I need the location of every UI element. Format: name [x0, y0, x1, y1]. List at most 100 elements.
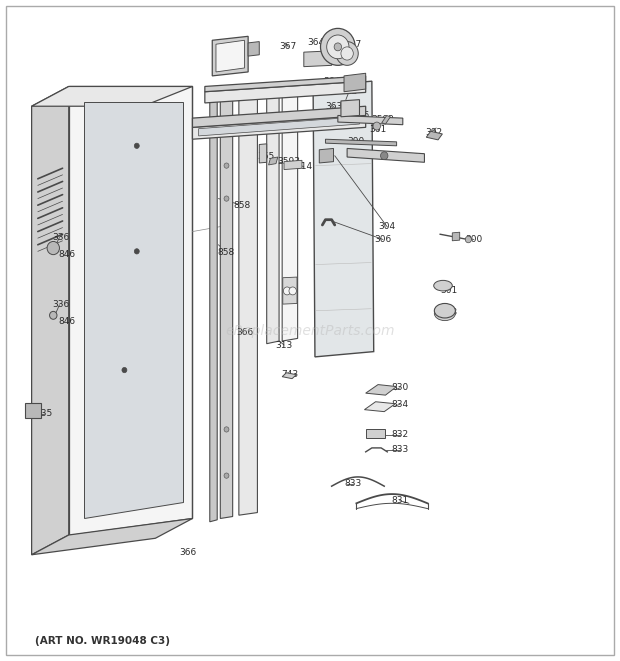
- Circle shape: [289, 287, 296, 295]
- Text: 397: 397: [345, 40, 362, 49]
- Text: 833: 833: [391, 446, 409, 454]
- Circle shape: [381, 152, 388, 160]
- Text: 834: 834: [391, 400, 408, 409]
- Polygon shape: [205, 81, 366, 103]
- Circle shape: [224, 473, 229, 479]
- Text: 368: 368: [221, 48, 238, 58]
- Polygon shape: [220, 90, 232, 518]
- Text: 390: 390: [348, 137, 365, 145]
- Polygon shape: [313, 81, 374, 357]
- Polygon shape: [267, 89, 279, 344]
- Text: 336: 336: [52, 300, 69, 309]
- Text: 304: 304: [379, 223, 396, 231]
- Polygon shape: [282, 373, 296, 379]
- Text: 365: 365: [257, 152, 274, 161]
- Text: 743: 743: [281, 369, 299, 379]
- Text: 313: 313: [275, 340, 293, 350]
- Text: 3593: 3593: [277, 157, 300, 166]
- Polygon shape: [427, 132, 443, 140]
- Circle shape: [224, 196, 229, 201]
- Polygon shape: [192, 116, 366, 139]
- Text: 306: 306: [374, 235, 392, 244]
- Text: 366: 366: [179, 548, 196, 557]
- Circle shape: [135, 249, 140, 254]
- Polygon shape: [212, 36, 248, 76]
- Text: 858: 858: [233, 201, 250, 210]
- Text: 301: 301: [441, 286, 458, 295]
- Polygon shape: [239, 89, 257, 515]
- Circle shape: [224, 427, 229, 432]
- Text: 833: 833: [345, 479, 362, 488]
- Ellipse shape: [435, 306, 455, 321]
- Text: 846: 846: [58, 317, 76, 327]
- Circle shape: [224, 163, 229, 169]
- Circle shape: [465, 236, 471, 243]
- Text: 392: 392: [425, 128, 442, 137]
- Polygon shape: [84, 102, 183, 518]
- Polygon shape: [365, 402, 396, 412]
- Polygon shape: [452, 232, 459, 241]
- Polygon shape: [338, 116, 403, 125]
- Polygon shape: [259, 144, 267, 163]
- Circle shape: [283, 287, 291, 295]
- Text: (ART NO. WR19048 C3): (ART NO. WR19048 C3): [35, 636, 170, 646]
- Text: 364: 364: [323, 77, 340, 87]
- Text: 832: 832: [391, 430, 408, 439]
- Ellipse shape: [435, 303, 455, 318]
- Polygon shape: [205, 76, 366, 92]
- Text: eReplacementParts.com: eReplacementParts.com: [225, 323, 395, 338]
- Text: 858: 858: [218, 248, 235, 257]
- Circle shape: [135, 143, 140, 149]
- Polygon shape: [216, 40, 244, 72]
- Circle shape: [50, 311, 57, 319]
- Text: 336: 336: [52, 233, 69, 242]
- Ellipse shape: [434, 280, 452, 291]
- Polygon shape: [304, 51, 332, 67]
- Text: 300: 300: [465, 235, 482, 244]
- Text: 303: 303: [441, 308, 458, 317]
- Text: 364: 364: [308, 38, 325, 48]
- Circle shape: [341, 47, 353, 60]
- Circle shape: [321, 28, 355, 65]
- Bar: [25, 403, 41, 418]
- Text: 367: 367: [280, 42, 297, 52]
- Text: 366: 366: [236, 328, 254, 337]
- Text: 846: 846: [58, 250, 76, 259]
- Text: 363: 363: [325, 102, 342, 111]
- Polygon shape: [268, 157, 278, 165]
- Polygon shape: [319, 149, 334, 163]
- Circle shape: [122, 368, 127, 373]
- Polygon shape: [192, 106, 366, 128]
- Polygon shape: [326, 139, 397, 146]
- Polygon shape: [366, 385, 397, 395]
- Polygon shape: [69, 87, 192, 535]
- Text: 3592: 3592: [371, 115, 394, 124]
- Text: 361: 361: [370, 126, 387, 134]
- Text: 831: 831: [391, 496, 409, 505]
- Bar: [366, 429, 385, 438]
- Text: 362: 362: [340, 87, 358, 97]
- Text: 335: 335: [35, 409, 53, 418]
- Polygon shape: [344, 73, 366, 92]
- Polygon shape: [198, 117, 360, 136]
- Polygon shape: [347, 149, 425, 163]
- Text: 357: 357: [408, 153, 425, 162]
- Polygon shape: [341, 100, 360, 117]
- Circle shape: [336, 42, 358, 65]
- Polygon shape: [284, 161, 302, 170]
- Polygon shape: [32, 87, 192, 106]
- Polygon shape: [32, 87, 69, 555]
- Polygon shape: [282, 89, 298, 341]
- Polygon shape: [248, 42, 259, 56]
- Text: 314: 314: [295, 163, 312, 171]
- Text: 830: 830: [391, 383, 409, 393]
- Circle shape: [334, 43, 342, 51]
- Polygon shape: [210, 90, 217, 522]
- Polygon shape: [32, 518, 192, 555]
- Polygon shape: [382, 116, 391, 124]
- Circle shape: [373, 122, 381, 130]
- Circle shape: [327, 35, 349, 59]
- Polygon shape: [283, 277, 297, 304]
- Circle shape: [47, 241, 60, 254]
- Text: 356: 356: [353, 111, 370, 120]
